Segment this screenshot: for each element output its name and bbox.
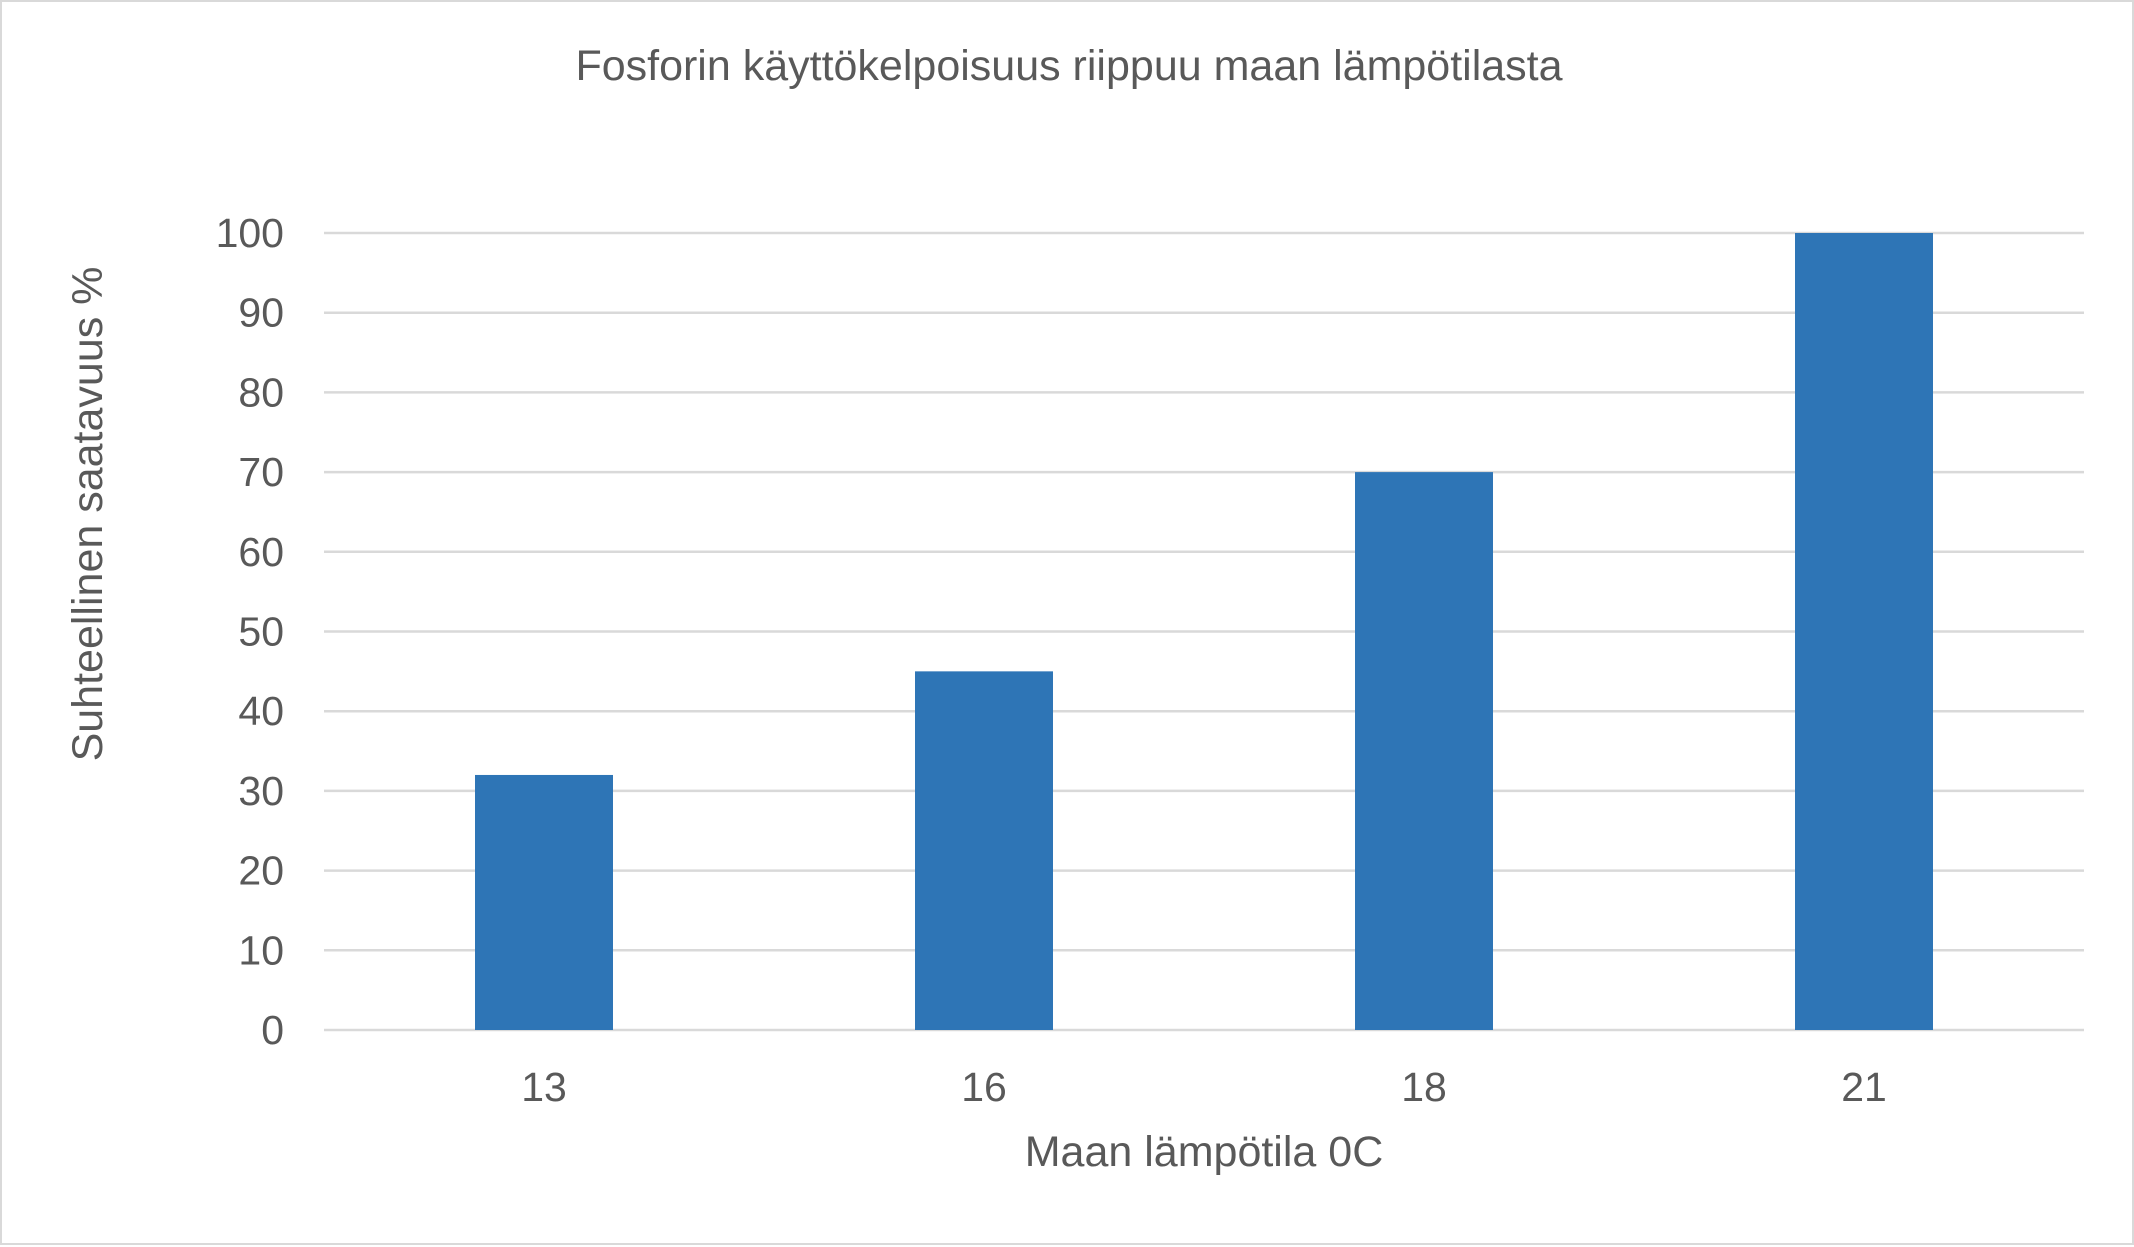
y-tick-label: 70 [238, 449, 284, 495]
x-tick-label: 21 [1841, 1064, 1887, 1110]
y-tick-label: 100 [216, 210, 284, 256]
y-tick-label: 90 [238, 290, 284, 336]
bar-18 [1355, 472, 1493, 1031]
gridlines [324, 231, 2084, 1032]
bar-21 [1795, 233, 1933, 1030]
y-tick-label: 0 [261, 1007, 284, 1053]
y-tick-label: 30 [238, 768, 284, 814]
x-axis-ticks: 13 16 18 21 [521, 1064, 1887, 1110]
x-tick-label: 18 [1401, 1064, 1447, 1110]
y-axis-title: Suhteellinen saatavuus % [64, 267, 112, 762]
y-tick-label: 60 [238, 529, 284, 575]
x-axis-title: Maan lämpötila 0C [1025, 1128, 1384, 1176]
x-tick-label: 16 [961, 1064, 1007, 1110]
chart-title: Fosforin käyttökelpoisuus riippuu maan l… [575, 42, 1562, 90]
y-tick-label: 80 [238, 369, 284, 415]
y-tick-label: 10 [238, 927, 284, 973]
y-tick-label: 40 [238, 688, 284, 734]
bar-16 [915, 671, 1053, 1030]
y-tick-label: 20 [238, 848, 284, 894]
x-tick-label: 13 [521, 1064, 567, 1110]
bar-13 [475, 774, 613, 1030]
y-tick-label: 50 [238, 609, 284, 655]
bars [475, 233, 1933, 1031]
y-axis-ticks: 0 10 20 30 40 50 60 70 80 90 100 [216, 210, 284, 1053]
